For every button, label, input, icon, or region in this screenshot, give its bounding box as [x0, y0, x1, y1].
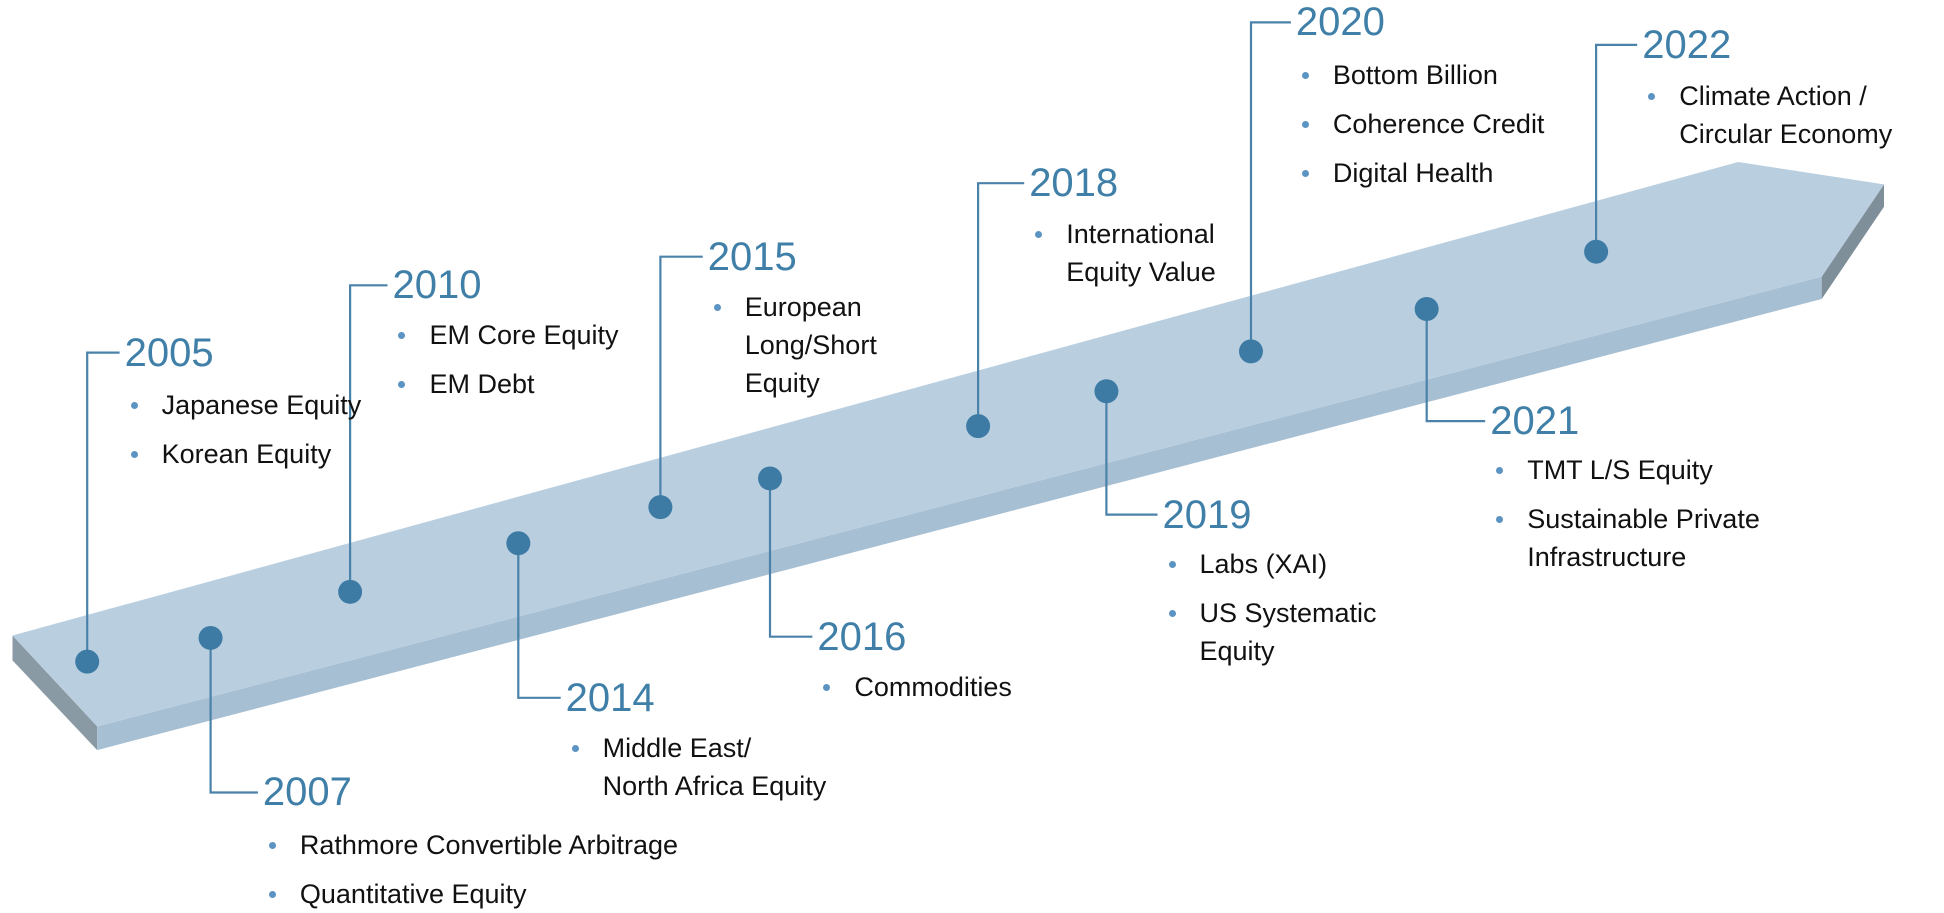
item: Coherence Credit	[1296, 105, 1544, 143]
milestone-dot	[506, 531, 531, 556]
connector	[1105, 391, 1158, 516]
item: Korean Equity	[125, 435, 362, 473]
connector	[768, 478, 813, 638]
milestone-dot	[648, 495, 673, 520]
year-label: 2015	[707, 234, 797, 279]
band-right-side	[1821, 184, 1884, 299]
connector	[209, 638, 258, 794]
milestone-dot	[75, 649, 100, 674]
year-label: 2005	[124, 330, 214, 375]
item: Digital Health	[1296, 154, 1545, 192]
connector	[1249, 21, 1291, 352]
item: US Systematic Equity	[1163, 594, 1377, 670]
item-list: European Long/Short Equity	[708, 288, 877, 402]
year-label: 2019	[1162, 492, 1252, 537]
item-list: Labs (XAI) US Systematic Equity	[1163, 545, 1377, 670]
milestone-dot	[1414, 297, 1439, 322]
item-list: TMT L/S Equity Sustainable Private Infras…	[1490, 451, 1760, 576]
item-list: Climate Action / Circular Economy	[1642, 77, 1892, 153]
year-label: 2018	[1029, 161, 1119, 206]
year-label: 2022	[1642, 22, 1732, 67]
band-front-side	[97, 276, 1822, 751]
connector	[1425, 309, 1486, 423]
year-label: 2020	[1295, 0, 1385, 45]
milestone-dot	[966, 414, 991, 439]
item: Quantitative Equity	[263, 875, 678, 913]
milestone-dot	[198, 625, 223, 650]
item-list: Commodities	[817, 668, 1012, 706]
band-top	[12, 162, 1884, 727]
year-label: 2014	[565, 675, 655, 720]
item: International Equity Value	[1029, 215, 1216, 291]
connector	[1594, 43, 1638, 252]
item-list: Japanese Equity Korean Equity	[125, 386, 362, 473]
item: TMT L/S Equity	[1490, 451, 1760, 489]
item-list: International Equity Value	[1029, 215, 1216, 291]
item-list: Bottom Billion Coherence Credit Digital He…	[1296, 56, 1545, 192]
item: European Long/Short Equity	[708, 288, 877, 402]
item: Bottom Billion	[1296, 56, 1545, 94]
milestone-dot	[1238, 339, 1263, 364]
band-left-side	[12, 635, 98, 751]
item: Commodities	[817, 668, 1012, 706]
item-list: Middle East/ North Africa Equity	[566, 729, 826, 805]
item: Sustainable Private Infrastructure	[1490, 500, 1760, 576]
item: Climate Action / Circular Economy	[1642, 77, 1892, 153]
item: Labs (XAI)	[1163, 545, 1377, 583]
milestone-dot	[1094, 379, 1119, 404]
item: Middle East/ North Africa Equity	[566, 729, 826, 805]
item-list: Rathmore Convertible Arbitrage Quantitati…	[263, 826, 678, 913]
connector	[517, 543, 561, 699]
year-label: 2021	[1490, 399, 1580, 444]
item: Rathmore Convertible Arbitrage	[263, 826, 678, 864]
item: EM Core Equity	[392, 316, 619, 354]
connector	[659, 255, 703, 508]
connector	[349, 284, 388, 592]
milestone-dot	[338, 579, 363, 604]
item: EM Debt	[392, 365, 618, 403]
year-label: 2007	[262, 770, 352, 815]
milestone-dot	[1584, 239, 1609, 264]
item-list: EM Core Equity EM Debt	[392, 316, 619, 403]
item: Japanese Equity	[125, 386, 361, 424]
year-label: 2010	[392, 263, 482, 308]
year-label: 2016	[817, 614, 907, 659]
milestone-dot	[758, 466, 783, 491]
connector	[86, 351, 120, 662]
connector	[976, 182, 1025, 427]
